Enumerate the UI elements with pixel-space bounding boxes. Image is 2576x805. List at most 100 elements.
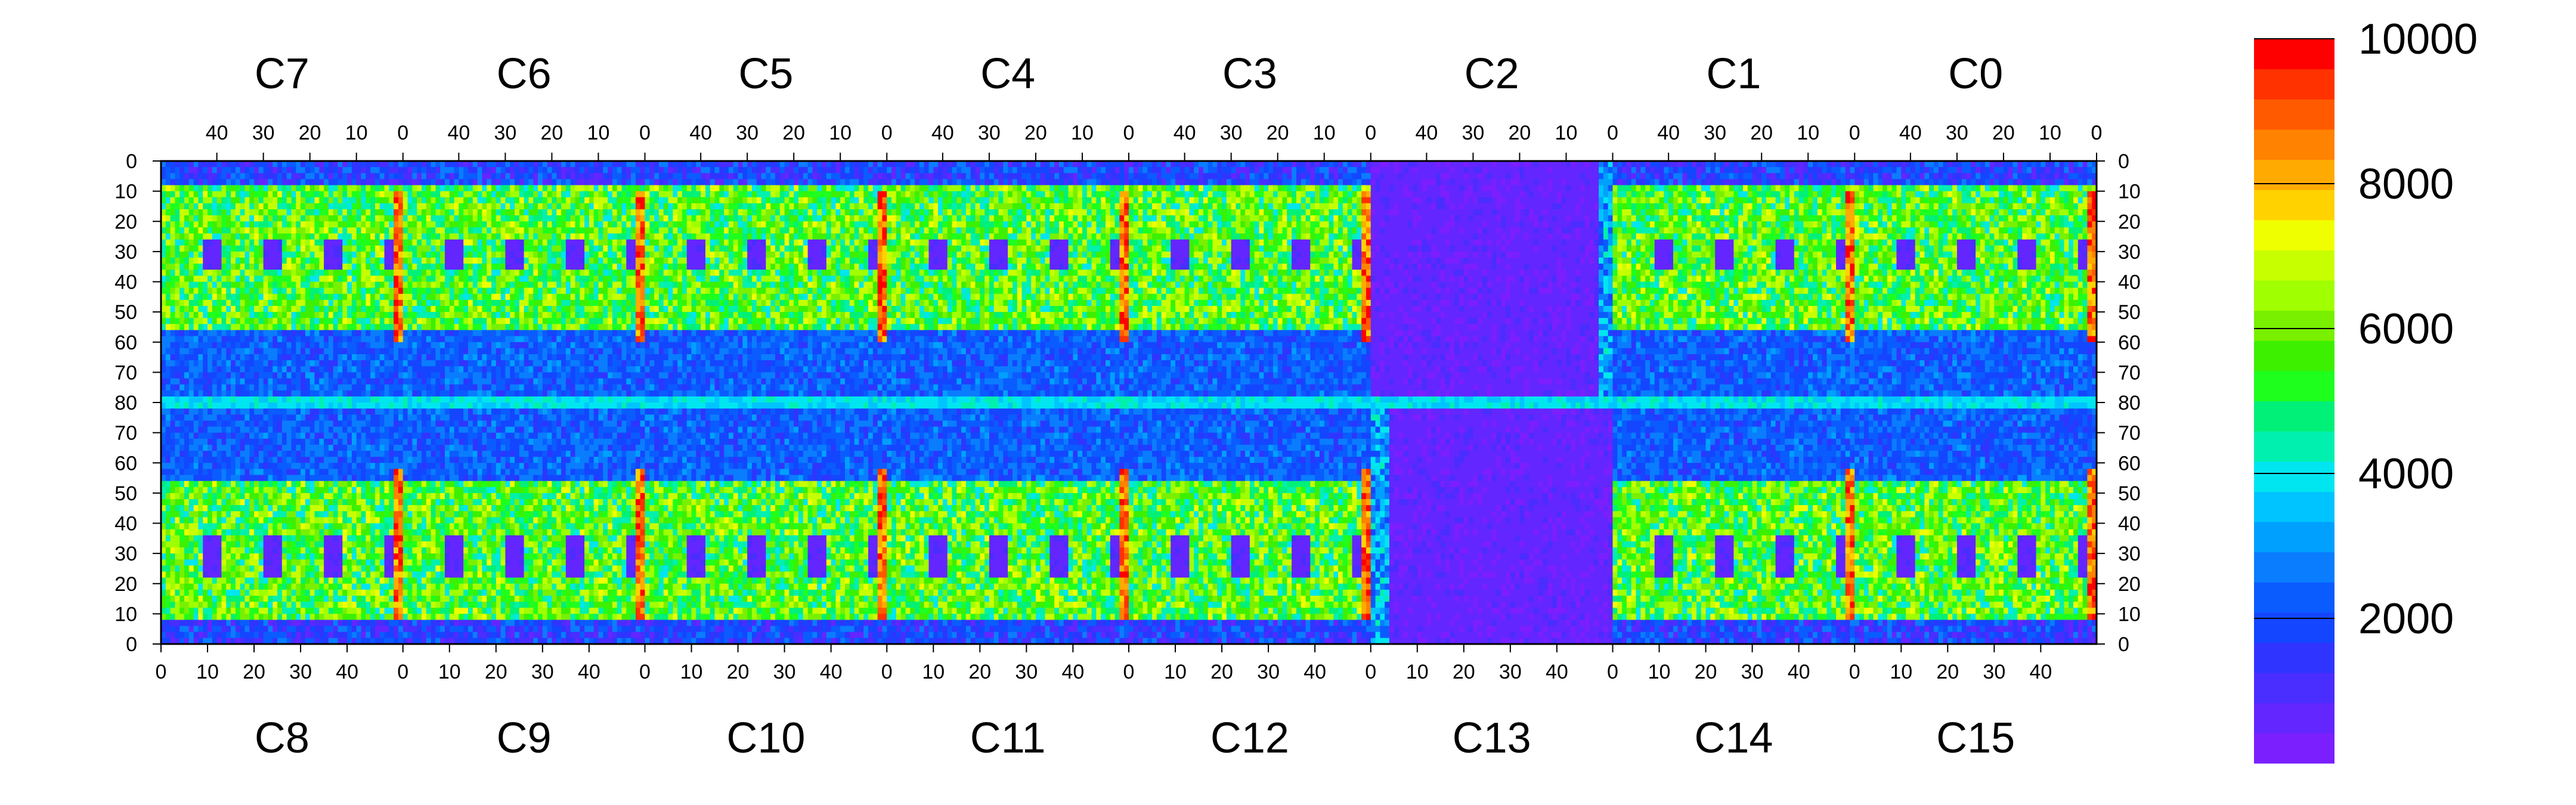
heatmap-cell <box>277 379 282 385</box>
heatmap-cell <box>631 197 636 204</box>
heatmap-cell <box>179 161 184 168</box>
heatmap-cell <box>273 312 277 318</box>
heatmap-cell <box>194 312 199 318</box>
heatmap-cell <box>445 252 450 258</box>
heatmap-cell <box>789 161 794 168</box>
heatmap-cell <box>319 167 324 174</box>
heatmap-cell <box>352 185 357 192</box>
heatmap-cell <box>636 372 640 379</box>
heatmap-cell <box>268 191 273 198</box>
heatmap-cell <box>835 246 840 252</box>
heatmap-cell <box>659 191 664 198</box>
heatmap-cell <box>240 258 245 264</box>
heatmap-cell <box>324 306 329 312</box>
heatmap-cell <box>431 240 436 246</box>
heatmap-cell <box>617 324 622 330</box>
heatmap-cell <box>440 209 445 216</box>
heatmap-cell <box>333 264 338 270</box>
heatmap-cell <box>742 161 747 168</box>
heatmap-cell <box>589 258 594 264</box>
heatmap-cell <box>487 282 491 289</box>
heatmap-cell <box>277 203 282 210</box>
heatmap-cell <box>571 240 575 246</box>
heatmap-cell <box>329 203 333 210</box>
heatmap-cell <box>501 203 506 210</box>
heatmap-cell <box>208 264 212 270</box>
heatmap-cell <box>621 354 626 361</box>
heatmap-cell <box>501 330 506 337</box>
heatmap-cell <box>412 185 417 192</box>
heatmap-cell <box>803 215 808 222</box>
heatmap-cell <box>631 288 636 295</box>
heatmap-cell <box>244 246 249 252</box>
heatmap-cell <box>166 360 171 367</box>
heatmap-cell <box>194 366 199 373</box>
heatmap-cell <box>389 240 394 246</box>
heatmap-cell <box>301 173 305 179</box>
heatmap-cell <box>450 336 454 343</box>
heatmap-cell <box>254 179 259 185</box>
heatmap-cell <box>198 252 203 258</box>
heatmap-cell <box>794 191 798 198</box>
heatmap-cell <box>426 372 431 379</box>
heatmap-cell <box>287 312 292 318</box>
heatmap-cell <box>649 191 654 198</box>
heatmap-cell <box>808 240 813 246</box>
heatmap-cell <box>491 342 496 349</box>
heatmap-cell <box>835 161 840 168</box>
heatmap-cell <box>524 306 529 312</box>
heatmap-cell <box>603 258 608 264</box>
heatmap-cell <box>310 173 315 179</box>
heatmap-cell <box>863 227 868 234</box>
heatmap-cell <box>212 252 217 258</box>
heatmap-cell <box>682 185 687 192</box>
heatmap-cell <box>236 246 240 252</box>
heatmap-cell <box>403 318 408 324</box>
heatmap-cell <box>757 215 761 222</box>
heatmap-cell <box>631 209 636 216</box>
heatmap-cell <box>226 318 231 324</box>
heatmap-cell <box>440 312 445 318</box>
heatmap-cell <box>468 161 473 168</box>
heatmap-cell <box>194 288 199 295</box>
heatmap-cell <box>463 246 468 252</box>
heatmap-cell <box>505 391 510 397</box>
heatmap-cell <box>385 173 389 179</box>
heatmap-cell <box>505 185 510 192</box>
heatmap-cell <box>752 167 757 174</box>
heatmap-cell <box>505 270 510 276</box>
heatmap-cell <box>171 324 175 330</box>
heatmap-cell <box>385 288 389 295</box>
heatmap-cell <box>603 161 608 168</box>
heatmap-cell <box>226 379 231 385</box>
heatmap-cell <box>584 215 589 222</box>
heatmap-cell <box>194 203 199 210</box>
heatmap-cell <box>435 240 440 246</box>
heatmap-cell <box>580 203 584 210</box>
heatmap-cell <box>226 221 231 228</box>
heatmap-cell <box>556 360 561 367</box>
heatmap-cell <box>408 318 413 324</box>
heatmap-cell <box>692 234 696 240</box>
heatmap-cell <box>491 203 496 210</box>
heatmap-cell <box>291 252 296 258</box>
heatmap-cell <box>519 294 524 301</box>
heatmap-cell <box>394 264 398 270</box>
heatmap-cell <box>212 227 217 234</box>
heatmap-cell <box>329 191 333 198</box>
heatmap-cell <box>575 275 580 282</box>
heatmap-cell <box>268 360 273 367</box>
heatmap-cell <box>221 209 226 216</box>
heatmap-cell <box>677 221 682 228</box>
heatmap-cell <box>733 234 738 240</box>
heatmap-cell <box>519 252 524 258</box>
heatmap-cell <box>394 161 398 168</box>
heatmap-cell <box>478 379 482 385</box>
heatmap-cell <box>673 227 677 234</box>
heatmap-cell <box>338 318 343 324</box>
heatmap-cell <box>538 379 543 385</box>
heatmap-cell <box>580 258 584 264</box>
heatmap-cell <box>645 258 650 264</box>
heatmap-cell <box>296 294 301 301</box>
heatmap-cell <box>738 161 743 168</box>
